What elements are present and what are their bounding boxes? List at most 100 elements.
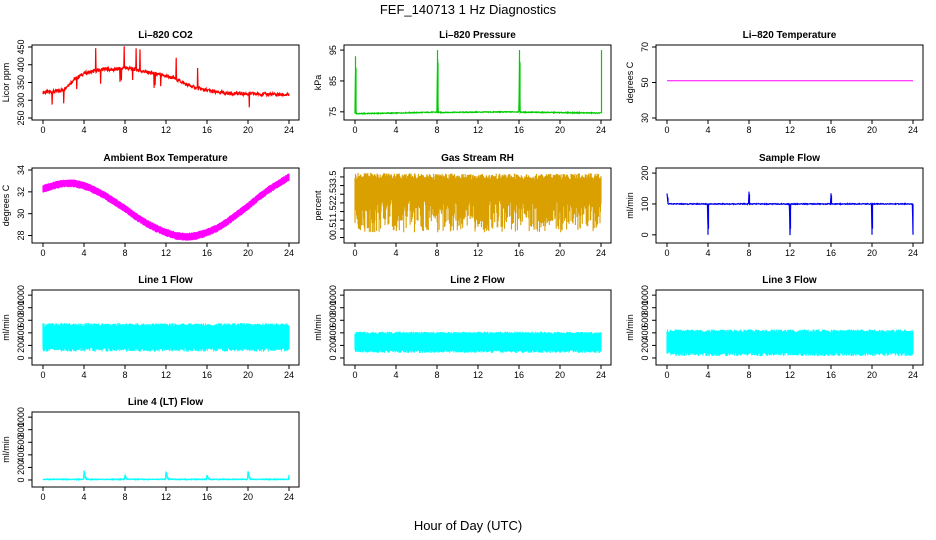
x-tick-label: 24 (284, 125, 294, 135)
x-tick-label: 20 (243, 248, 253, 258)
x-tick-label: 20 (555, 370, 565, 380)
x-tick-label: 4 (393, 125, 398, 135)
series-layer (42, 173, 290, 241)
y-axis-label: kPa (313, 75, 323, 91)
x-tick-label: 24 (596, 370, 606, 380)
panel-title: Line 2 Flow (450, 275, 505, 286)
y-tick-label: 200 (640, 166, 650, 181)
x-tick-label: 20 (555, 248, 565, 258)
panel-1 (31, 44, 300, 121)
series-line (354, 50, 603, 116)
plot-frame (655, 44, 924, 121)
y-tick-label: 300 (16, 93, 26, 108)
y-axis-label: ml/min (1, 436, 11, 463)
x-tick-label: 16 (202, 370, 212, 380)
y-tick-label: 1 (328, 218, 338, 223)
panel-title: Sample Flow (759, 153, 820, 164)
x-tick-label: 12 (473, 370, 483, 380)
x-tick-label: 24 (908, 248, 918, 258)
panel-title: Li–820 Temperature (743, 30, 837, 41)
x-tick-label: 12 (161, 125, 171, 135)
panel-3 (655, 44, 924, 121)
x-tick-label: 16 (202, 248, 212, 258)
series-layer (666, 329, 914, 357)
series-band (42, 173, 290, 241)
x-tick-label: 12 (161, 492, 171, 502)
y-tick-label: 30 (640, 113, 650, 123)
y-tick-label: 200 (640, 338, 650, 353)
series-band (42, 323, 290, 352)
x-tick-label: 24 (908, 125, 918, 135)
y-axis-label: ml/min (1, 314, 11, 341)
x-tick-label: 20 (243, 125, 253, 135)
y-tick-label: 95 (328, 45, 338, 55)
panel-title: Line 1 Flow (138, 275, 193, 286)
panel-10 (31, 411, 300, 488)
y-tick-label: 3.5 (328, 171, 338, 184)
x-tick-label: 0 (664, 370, 669, 380)
panel-4 (31, 167, 300, 244)
x-tick-label: 20 (867, 370, 877, 380)
y-tick-label: 200 (328, 338, 338, 353)
x-tick-label: 4 (705, 370, 710, 380)
x-tick-label: 16 (202, 492, 212, 502)
series-layer (354, 331, 602, 353)
x-tick-label: 20 (243, 492, 253, 502)
x-axis-caption: Hour of Day (UTC) (413, 518, 523, 533)
plot-frame (343, 289, 612, 366)
panel-6 (655, 167, 924, 244)
y-tick-label: 2.5 (328, 188, 338, 201)
panel-7 (31, 289, 300, 366)
series-layer (42, 323, 290, 352)
y-axis-label: degrees C (625, 61, 635, 103)
panel-title: Li–820 Pressure (439, 30, 516, 41)
panel-8 (343, 289, 612, 366)
x-tick-label: 12 (161, 248, 171, 258)
x-tick-label: 4 (81, 248, 86, 258)
x-tick-label: 0 (664, 125, 669, 135)
y-tick-label: 0 (640, 232, 650, 237)
y-axis-label: degrees C (1, 184, 11, 226)
x-tick-label: 24 (596, 125, 606, 135)
series-layer (42, 46, 290, 108)
x-tick-label: 8 (122, 248, 127, 258)
panel-title: Li–820 CO2 (138, 30, 193, 41)
y-axis-label: ml/min (313, 314, 323, 341)
y-tick-label: 450 (16, 39, 26, 54)
x-tick-label: 20 (555, 125, 565, 135)
x-tick-label: 12 (161, 370, 171, 380)
x-tick-label: 4 (393, 248, 398, 258)
y-tick-label: 0 (328, 235, 338, 240)
x-tick-label: 8 (746, 248, 751, 258)
series-line (42, 46, 290, 108)
x-tick-label: 8 (122, 492, 127, 502)
series-band (354, 172, 602, 233)
y-tick-label: 600 (16, 313, 26, 328)
x-tick-label: 0 (352, 125, 357, 135)
panel-title: Ambient Box Temperature (103, 153, 228, 164)
y-tick-label: 600 (640, 313, 650, 328)
x-tick-label: 20 (243, 370, 253, 380)
x-tick-label: 12 (785, 370, 795, 380)
y-tick-label: 30 (16, 209, 26, 219)
x-tick-label: 8 (122, 125, 127, 135)
y-axis-label: ml/min (625, 314, 635, 341)
x-tick-label: 12 (473, 248, 483, 258)
x-tick-label: 0 (40, 370, 45, 380)
x-tick-label: 4 (81, 125, 86, 135)
y-tick-label: 1000 (16, 285, 26, 305)
x-tick-label: 12 (785, 125, 795, 135)
y-axis-label: percent (313, 190, 323, 221)
x-tick-label: 24 (284, 370, 294, 380)
y-tick-label: 0 (16, 355, 26, 360)
y-tick-label: 800 (640, 300, 650, 315)
x-tick-label: 4 (393, 370, 398, 380)
x-tick-label: 4 (705, 125, 710, 135)
x-tick-label: 4 (705, 248, 710, 258)
x-tick-label: 16 (202, 125, 212, 135)
x-tick-label: 24 (284, 248, 294, 258)
x-tick-label: 24 (908, 370, 918, 380)
y-tick-label: 0 (16, 477, 26, 482)
x-tick-label: 0 (40, 125, 45, 135)
y-tick-label: 28 (16, 231, 26, 241)
